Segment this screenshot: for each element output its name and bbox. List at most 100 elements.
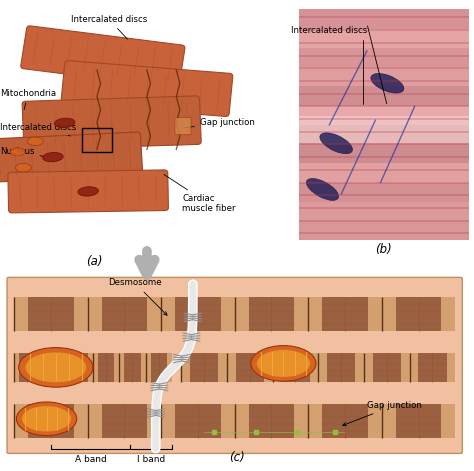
Bar (40, 352, 46, 382)
Bar (299, 115, 469, 143)
Ellipse shape (78, 187, 99, 196)
Text: (c): (c) (229, 451, 245, 464)
Bar (382, 297, 396, 331)
Bar (46, 352, 62, 382)
Bar (294, 404, 308, 438)
Bar (396, 297, 441, 331)
Bar (299, 144, 469, 163)
Bar (119, 352, 124, 382)
Bar (447, 352, 456, 382)
Bar (175, 297, 221, 331)
Bar (281, 352, 310, 382)
FancyBboxPatch shape (175, 118, 191, 135)
Bar (88, 352, 93, 382)
Bar (28, 297, 73, 331)
Ellipse shape (16, 402, 77, 436)
Bar (308, 404, 322, 438)
Bar (235, 404, 249, 438)
Bar (221, 297, 235, 331)
Bar (299, 202, 469, 221)
Text: Intercalated discs: Intercalated discs (291, 25, 367, 104)
FancyBboxPatch shape (61, 61, 233, 116)
Bar (62, 352, 67, 382)
Bar (161, 404, 175, 438)
FancyBboxPatch shape (7, 277, 462, 454)
Bar (368, 297, 382, 331)
Text: Gap junction: Gap junction (185, 118, 255, 128)
Bar (227, 352, 236, 382)
Bar (190, 352, 218, 382)
Bar (147, 404, 161, 438)
Bar (101, 297, 147, 331)
Bar (322, 404, 368, 438)
Bar (441, 297, 456, 331)
Bar (396, 404, 441, 438)
Bar (441, 404, 456, 438)
Bar (410, 352, 419, 382)
Bar (249, 404, 294, 438)
Text: Desmosome: Desmosome (108, 278, 167, 315)
Bar (124, 352, 141, 382)
Bar (294, 297, 308, 331)
Bar (73, 297, 88, 331)
Bar (14, 297, 28, 331)
Bar (249, 297, 294, 331)
Bar (36, 352, 40, 382)
Bar (299, 125, 469, 144)
Bar (368, 404, 382, 438)
Bar (175, 404, 221, 438)
Bar (67, 352, 72, 382)
Bar (73, 404, 88, 438)
Bar (14, 404, 28, 438)
Text: Mitochondria: Mitochondria (0, 89, 56, 110)
Ellipse shape (320, 133, 353, 154)
Bar (88, 404, 101, 438)
Bar (114, 352, 119, 382)
Bar (28, 404, 73, 438)
Bar (327, 352, 356, 382)
Ellipse shape (18, 348, 93, 387)
Bar (14, 352, 19, 382)
Bar (299, 67, 469, 86)
Text: Intercalated discs: Intercalated discs (71, 15, 147, 39)
Text: Intercalated discs: Intercalated discs (0, 123, 76, 136)
Bar (299, 48, 469, 67)
FancyBboxPatch shape (0, 132, 143, 182)
Bar (101, 404, 147, 438)
Bar (161, 297, 175, 331)
FancyBboxPatch shape (8, 170, 168, 213)
Bar (82, 128, 112, 152)
Bar (221, 404, 235, 438)
Bar (299, 163, 469, 182)
Bar (310, 352, 319, 382)
Bar (299, 9, 469, 29)
FancyBboxPatch shape (21, 26, 185, 88)
Bar (236, 352, 264, 382)
Bar (218, 352, 227, 382)
Ellipse shape (10, 148, 25, 156)
Ellipse shape (16, 163, 32, 172)
Bar (299, 221, 469, 240)
Text: Gap junction: Gap junction (343, 401, 422, 426)
Text: Nucleus: Nucleus (0, 146, 44, 156)
Ellipse shape (22, 406, 71, 431)
Ellipse shape (55, 118, 75, 128)
Text: A band: A band (75, 455, 107, 464)
Text: (a): (a) (86, 255, 102, 268)
Bar (299, 106, 469, 125)
Ellipse shape (251, 346, 316, 381)
Bar (141, 352, 146, 382)
Bar (322, 297, 368, 331)
Bar (319, 352, 327, 382)
Bar (273, 352, 281, 382)
Bar (93, 352, 98, 382)
Text: Cardiac
muscle fiber: Cardiac muscle fiber (164, 174, 236, 213)
Ellipse shape (27, 137, 43, 146)
Text: (b): (b) (375, 244, 392, 256)
Bar (167, 352, 172, 382)
Ellipse shape (26, 352, 86, 382)
Bar (235, 297, 249, 331)
Ellipse shape (371, 73, 404, 93)
Bar (72, 352, 88, 382)
Text: I band: I band (137, 455, 165, 464)
